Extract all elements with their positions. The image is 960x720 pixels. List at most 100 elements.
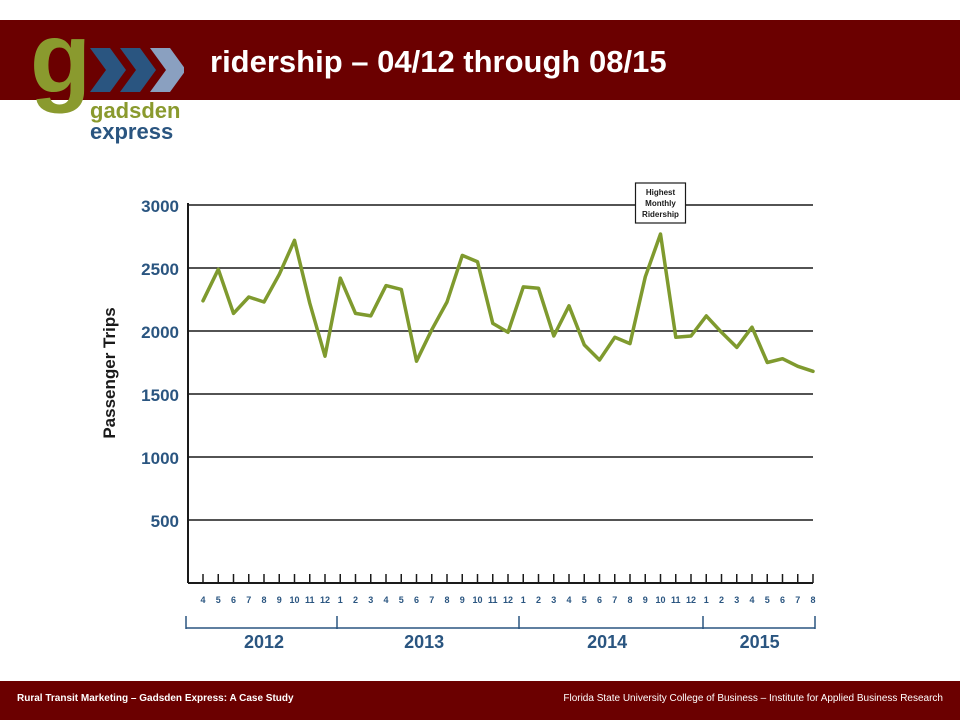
x-tick-label: 1 (704, 595, 709, 605)
data-point (583, 343, 586, 347)
data-point (262, 300, 266, 304)
x-tick-label: 2 (536, 595, 541, 605)
data-point (522, 285, 525, 289)
data-point (552, 334, 555, 338)
y-tick-label: 3000 (141, 197, 179, 216)
data-point (766, 361, 769, 364)
data-point (537, 286, 540, 290)
footer-right-text: Florida State University College of Busi… (563, 693, 943, 704)
x-tick-label: 5 (216, 595, 221, 605)
y-axis-label: Passenger Trips (100, 307, 119, 438)
year-label: 2015 (740, 632, 780, 652)
y-tick-label: 2000 (141, 323, 179, 342)
x-tick-label: 2 (719, 595, 724, 605)
x-tick-label: 3 (551, 595, 556, 605)
data-point (201, 299, 205, 302)
x-tick-label: 6 (597, 595, 602, 605)
footer-left-text: Rural Transit Marketing – Gadsden Expres… (17, 693, 294, 704)
data-point (781, 357, 784, 360)
x-tick-label: 8 (627, 595, 632, 605)
x-tick-label: 9 (460, 595, 465, 605)
series-line (201, 232, 815, 374)
x-tick-label: 10 (289, 595, 299, 605)
data-point (369, 314, 372, 318)
page-title: ridership – 04/12 through 08/15 (210, 44, 667, 79)
x-tick-label: 9 (643, 595, 648, 605)
x-tick-label: 7 (429, 595, 434, 605)
x-tick-label: 11 (488, 595, 498, 605)
y-tick-label: 1000 (141, 449, 179, 468)
data-point (293, 239, 296, 242)
x-tick-label: 9 (277, 595, 282, 605)
year-label: 2014 (587, 632, 627, 652)
x-tick-label: 4 (566, 595, 571, 605)
data-point (445, 300, 449, 304)
data-point (323, 355, 327, 358)
y-tick-label: 1500 (141, 386, 179, 405)
year-label: 2012 (244, 632, 284, 652)
data-point (659, 232, 662, 236)
data-point (476, 260, 479, 263)
y-tick-label: 500 (151, 512, 179, 531)
x-tick-label: 7 (246, 595, 251, 605)
x-tick-label: 8 (261, 595, 266, 605)
data-point (750, 326, 754, 329)
x-tick-label: 8 (810, 595, 815, 605)
data-point (735, 346, 738, 349)
data-point (628, 342, 632, 345)
data-point (278, 273, 281, 276)
logo-line2: express (90, 119, 174, 144)
data-point (644, 275, 647, 279)
x-tick-label: 12 (686, 595, 696, 605)
data-point (232, 312, 235, 315)
data-point (689, 334, 693, 338)
data-point (339, 276, 342, 280)
annotation-box (634, 182, 687, 224)
data-point (796, 365, 799, 368)
x-tick-label: 5 (582, 595, 587, 605)
data-point (308, 302, 311, 305)
logo-line1: gadsden (90, 98, 181, 123)
footer-bar (0, 681, 960, 720)
year-label: 2013 (404, 632, 444, 652)
x-tick-label: 6 (231, 595, 236, 605)
x-tick-label: 4 (749, 595, 754, 605)
x-tick-label: 7 (612, 595, 617, 605)
x-tick-label: 1 (521, 595, 526, 605)
x-tick-label: 1 (338, 595, 343, 605)
gadsden-express-logo: g gadsden express (28, 8, 188, 145)
data-point (705, 314, 708, 318)
data-point (217, 268, 220, 271)
data-point (415, 360, 418, 363)
x-tick-label: 10 (472, 595, 482, 605)
x-tick-label: 4 (200, 595, 205, 605)
x-tick-label: 3 (368, 595, 373, 605)
chevron-logo-icon (90, 48, 184, 92)
data-point (811, 370, 815, 373)
data-point (400, 288, 403, 291)
data-point (247, 295, 250, 299)
data-point (461, 254, 464, 257)
x-tick-label: 10 (655, 595, 665, 605)
logo-letter: g (30, 2, 92, 114)
x-tick-label: 8 (444, 595, 449, 605)
x-tick-label: 2 (353, 595, 358, 605)
data-point (567, 304, 571, 307)
x-tick-label: 12 (503, 595, 513, 605)
annotation-text: Highest Monthly Ridership (642, 188, 679, 219)
data-point (598, 358, 601, 362)
x-tick-label: 7 (795, 595, 800, 605)
x-tick-label: 5 (399, 595, 404, 605)
x-tick-label: 12 (320, 595, 330, 605)
x-tick-label: 11 (671, 595, 681, 605)
data-point (491, 322, 494, 325)
data-point (384, 284, 388, 287)
x-tick-label: 6 (414, 595, 419, 605)
y-tick-label: 2500 (141, 260, 179, 279)
x-tick-label: 6 (780, 595, 785, 605)
x-tick-label: 5 (765, 595, 770, 605)
data-point (613, 336, 616, 339)
data-point (674, 336, 677, 339)
x-tick-label: 3 (734, 595, 739, 605)
